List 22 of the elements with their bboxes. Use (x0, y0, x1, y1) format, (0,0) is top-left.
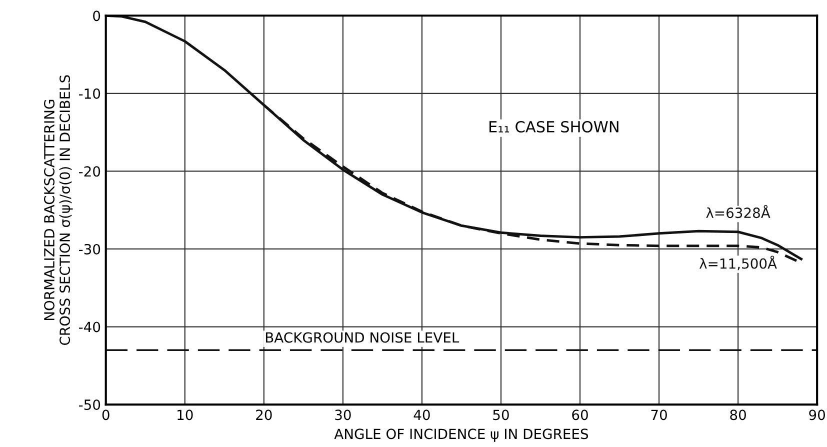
annotation: E₁₁ CASE SHOWN (490, 120, 618, 133)
y-tick-label: -30 (78, 244, 100, 254)
x-tick-label: 70 (651, 410, 667, 420)
x-tick-label: 30 (335, 410, 351, 420)
series-label: λ=6328Å (706, 204, 770, 218)
x-tick-label: 80 (730, 410, 746, 420)
y-tick-label: -40 (78, 322, 100, 332)
x-axis-title: ANGLE OF INCIDENCE ψ IN DEGREES (334, 428, 588, 442)
y-tick-label: 0 (93, 10, 100, 22)
x-tick-label: 40 (414, 410, 430, 420)
y-tick-label: -50 (78, 400, 100, 410)
x-tick-label: 10 (178, 410, 193, 420)
x-tick-label: 20 (256, 410, 272, 420)
y-tick-label: -10 (78, 88, 100, 99)
x-tick-label: 0 (102, 410, 110, 420)
y-axis-title: NORMALIZED BACKSCATTERING CROSS SECTION σ(ψ)/σ(0) IN DECIBELS (44, 75, 73, 345)
series-label: λ=11,500Å (699, 256, 777, 270)
ref-line-label: BACKGROUND NOISE LEVEL (266, 332, 460, 343)
x-tick-label: 90 (809, 410, 825, 420)
x-tick-label: 60 (572, 410, 588, 420)
y-tick-label: -20 (78, 166, 100, 177)
x-tick-label: 50 (493, 410, 509, 420)
